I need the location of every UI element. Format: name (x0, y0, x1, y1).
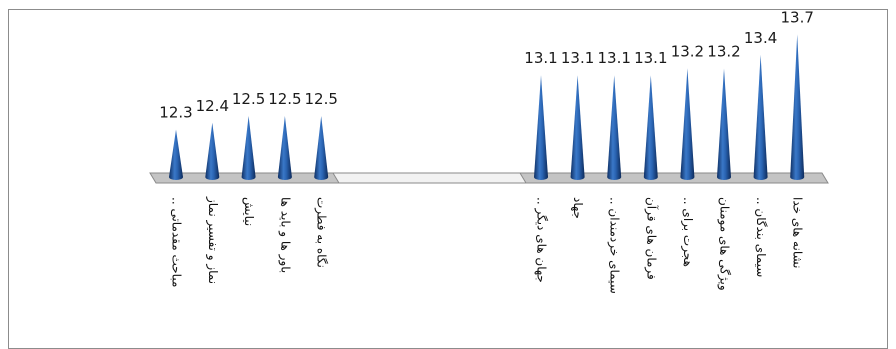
cone-bar (753, 54, 768, 180)
category-label: فرمان های قرآن (643, 197, 659, 280)
chart-series: 12.3 مباحث مقدماتی .. 12.4 نماز و تفسیر نما… (159, 8, 814, 293)
cone-bar (607, 75, 622, 180)
cone-bar (680, 68, 695, 180)
category-label: مباحث مقدماتی .. (170, 197, 184, 287)
data-label: 12.3 (159, 104, 192, 122)
cone-bar (277, 116, 292, 180)
category-label: سیمای خردمندان .. (607, 197, 622, 294)
category-label: نگاه به فطرت (314, 197, 329, 268)
data-label: 13.7 (780, 8, 813, 26)
cone-bar (314, 116, 329, 180)
category-label: باور ها و باید ها (277, 197, 292, 273)
cone-bar (241, 116, 256, 180)
cone-bar (534, 75, 548, 180)
cone-bar (169, 129, 183, 180)
floor-segment (332, 172, 535, 184)
category-label: هجرت برای .. (680, 197, 695, 267)
cone-bar (570, 75, 585, 180)
category-label: جهان های دیگر .. (534, 197, 549, 283)
data-label: 12.5 (304, 90, 337, 108)
cone-bar (205, 122, 220, 180)
data-label: 12.5 (268, 90, 301, 108)
category-label: نماز و تفسیر نماز (205, 196, 220, 284)
data-label: 13.1 (561, 49, 594, 67)
data-label: 13.2 (707, 42, 740, 60)
data-label: 13.1 (524, 49, 557, 67)
cone-bar (643, 75, 658, 180)
cone-bar (790, 34, 805, 181)
category-label: ویژگی های مومنان (717, 197, 732, 291)
data-label: 13.2 (671, 42, 704, 60)
data-label: 12.4 (196, 97, 229, 115)
category-label: جهاد (571, 197, 585, 219)
data-label: 13.1 (634, 49, 667, 67)
category-label: نشانه های خدا (791, 197, 805, 269)
floor-segment (519, 172, 829, 184)
data-label: 13.4 (744, 29, 777, 47)
category-label: سیمای بندگان .. (754, 197, 768, 277)
category-label: نیایش (241, 197, 256, 226)
data-label: 12.5 (232, 90, 265, 108)
cone-bar (717, 68, 731, 180)
data-label: 13.1 (597, 49, 630, 67)
